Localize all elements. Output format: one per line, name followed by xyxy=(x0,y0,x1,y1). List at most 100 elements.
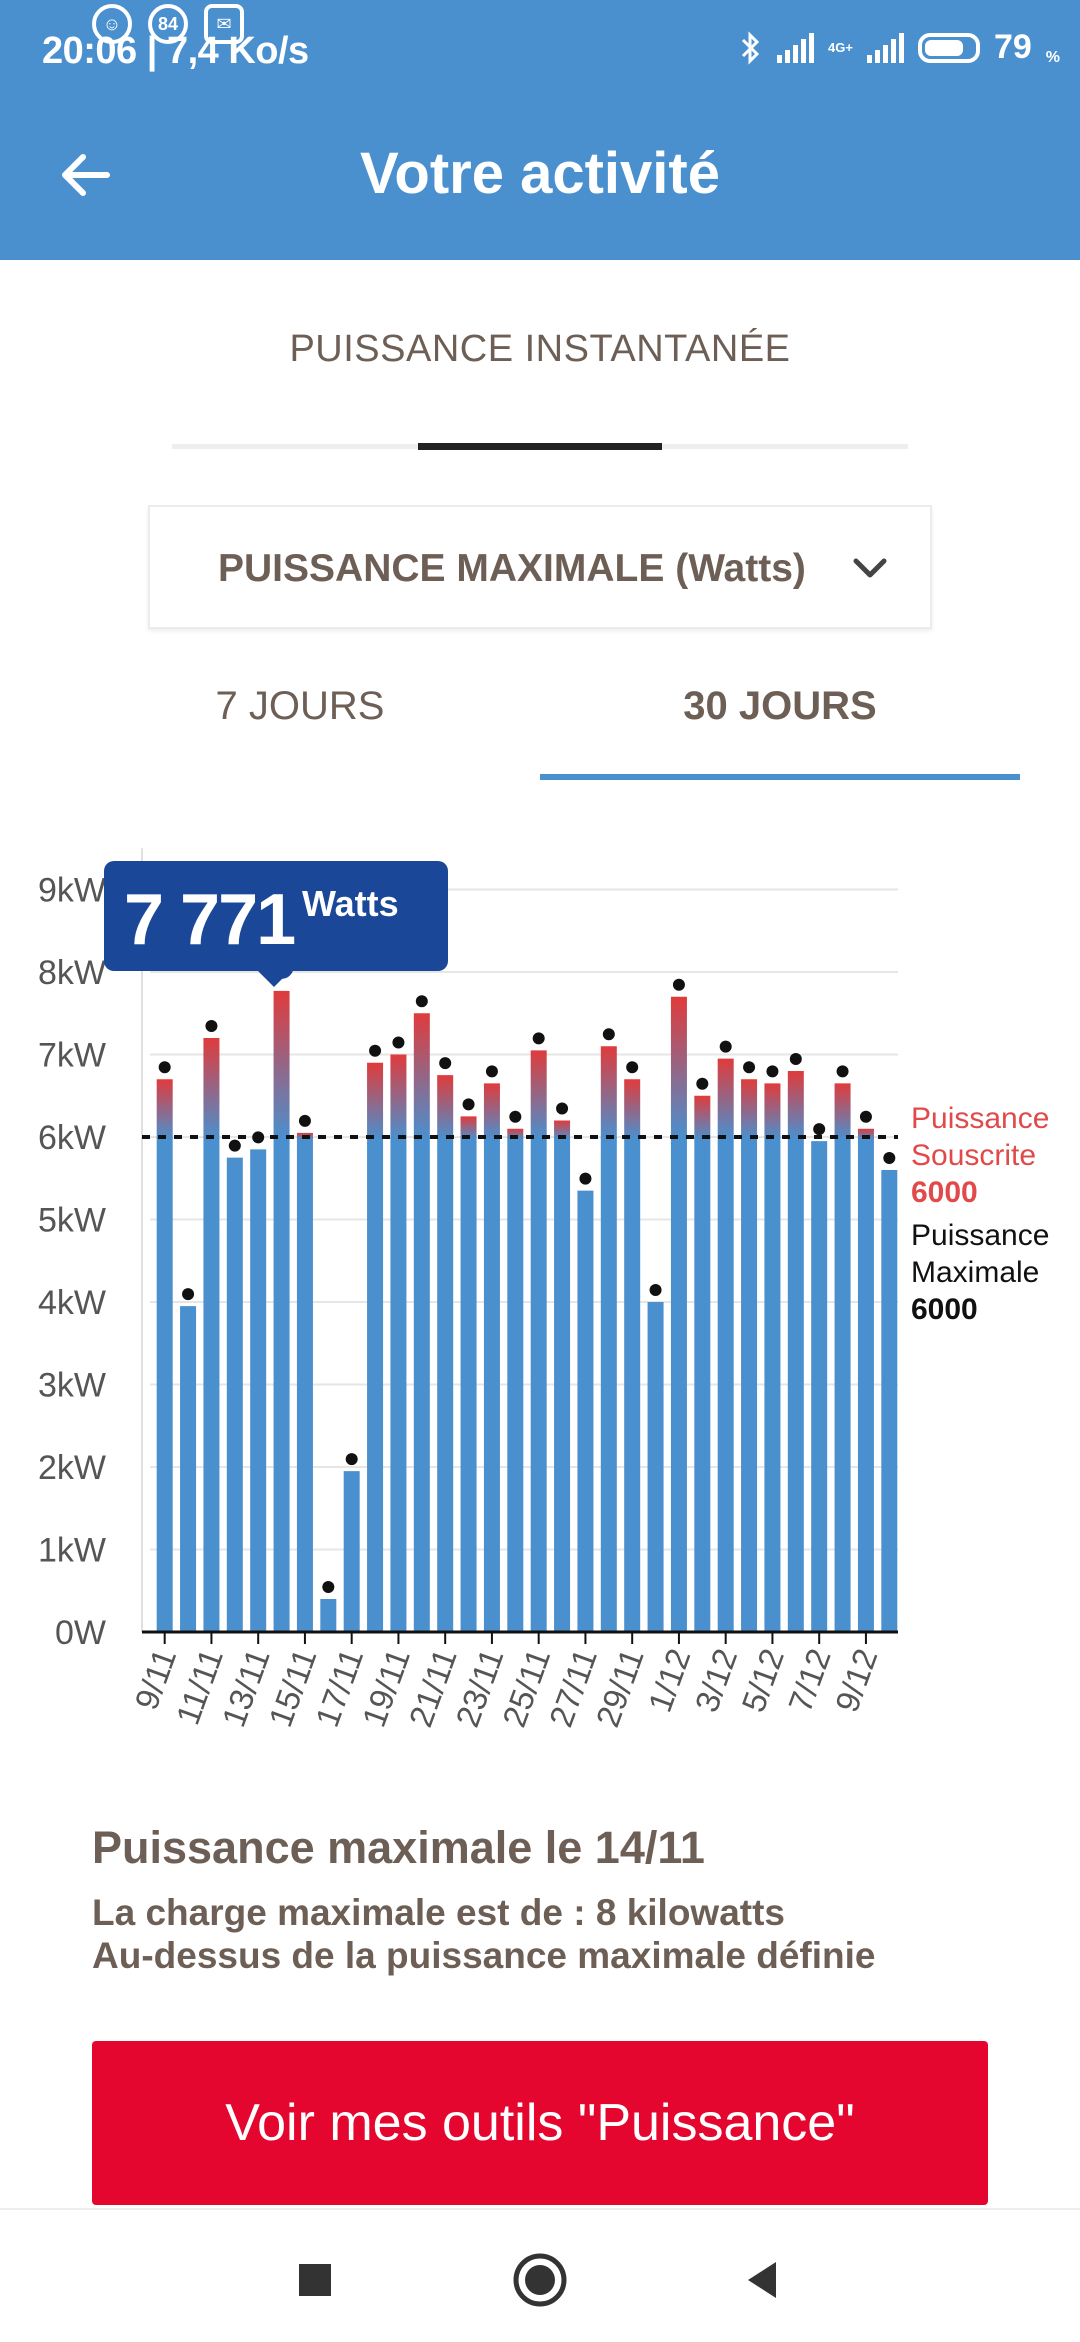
y-tick-label: 1kW xyxy=(38,1532,106,1570)
legend-subscribed-label-1: Puissance xyxy=(911,1102,1050,1135)
y-tick-label: 5kW xyxy=(38,1202,106,1240)
triangle-back-icon[interactable] xyxy=(732,2250,792,2310)
signal-icon-2 xyxy=(866,32,904,63)
bar-over-threshold xyxy=(273,990,290,1139)
bar xyxy=(460,1137,477,1632)
data-point xyxy=(345,1453,358,1466)
bar-over-threshold xyxy=(717,1058,734,1139)
status-time: 20:06 xyxy=(42,30,137,72)
status-time-speed: 20:06 | 7,4 Ko/s xyxy=(42,30,309,72)
bar xyxy=(156,1137,173,1632)
bar xyxy=(741,1137,758,1632)
notification-icons: ☺ 84 ✉ xyxy=(92,4,244,44)
bar-over-threshold xyxy=(413,1013,430,1139)
notification-badge: 84 xyxy=(148,4,188,44)
data-point xyxy=(205,1020,218,1032)
bar xyxy=(180,1306,197,1632)
data-point xyxy=(766,1065,779,1078)
legend-max-label-2: Maximale xyxy=(911,1256,1040,1289)
bar-over-threshold xyxy=(483,1083,500,1139)
info-line-1: La charge maximale est de : 8 kilowatts xyxy=(92,1892,786,1933)
data-point xyxy=(813,1123,826,1136)
info-title: Puissance maximale le 14/11 xyxy=(92,1822,705,1873)
data-point xyxy=(672,978,685,991)
bar xyxy=(554,1137,571,1632)
bar-over-threshold xyxy=(834,1083,851,1139)
tab-30-jours[interactable]: 30 JOURS xyxy=(683,684,877,728)
bar xyxy=(694,1137,711,1632)
bar xyxy=(296,1137,313,1632)
notification-count: 84 xyxy=(157,13,179,34)
data-point xyxy=(579,1172,592,1185)
system-nav-bar xyxy=(0,2208,1080,2342)
bar-over-threshold xyxy=(670,996,687,1139)
value-tooltip: 7 771 Watts xyxy=(104,861,448,971)
back-arrow-icon[interactable] xyxy=(55,145,115,205)
bar xyxy=(670,1137,687,1632)
bar-over-threshold xyxy=(507,1128,524,1139)
x-tick-label: 9/12 xyxy=(828,1644,885,1717)
bar-over-threshold xyxy=(554,1120,571,1139)
bar-over-threshold xyxy=(203,1038,220,1139)
x-tick-label: 5/12 xyxy=(734,1644,791,1717)
data-point xyxy=(462,1098,475,1111)
bar-over-threshold xyxy=(624,1079,641,1139)
bar xyxy=(787,1137,804,1632)
bar xyxy=(811,1141,828,1632)
y-tick-label: 4kW xyxy=(38,1284,106,1322)
data-point xyxy=(883,1152,896,1164)
bar-over-threshold xyxy=(530,1050,547,1139)
bar xyxy=(717,1137,734,1632)
tooltip-value: 7 771 xyxy=(124,880,296,960)
bar xyxy=(250,1149,267,1632)
bar xyxy=(507,1137,524,1632)
network-type: 4G+ xyxy=(828,39,853,55)
data-point xyxy=(439,1057,452,1070)
data-point xyxy=(485,1065,498,1078)
data-point xyxy=(696,1077,709,1090)
bar-over-threshold xyxy=(600,1046,617,1139)
y-tick-label: 6kW xyxy=(38,1119,106,1157)
bar-over-threshold xyxy=(787,1071,804,1139)
data-point xyxy=(298,1114,311,1127)
bar xyxy=(483,1137,500,1632)
bar xyxy=(624,1137,641,1632)
legend-subscribed-label-2: Souscrite xyxy=(911,1139,1037,1172)
y-tick-label: 7kW xyxy=(38,1037,106,1075)
tab-7-jours[interactable]: 7 JOURS xyxy=(215,684,385,728)
tab-active-indicator xyxy=(418,443,662,450)
square-recent-icon[interactable] xyxy=(285,2250,345,2310)
bar-over-threshold xyxy=(741,1079,758,1139)
legend-max-label-1: Puissance xyxy=(911,1219,1050,1252)
bar xyxy=(857,1137,874,1632)
data-point xyxy=(182,1288,195,1301)
x-tick-label: 1/12 xyxy=(641,1644,698,1717)
circle-home-icon[interactable] xyxy=(510,2250,570,2310)
period-active-indicator xyxy=(540,774,1020,780)
bar xyxy=(413,1137,430,1632)
data-point xyxy=(789,1053,802,1065)
status-speed: 7,4 Ko/s xyxy=(166,30,309,72)
chart-legend: Puissance Souscrite 6000 Puissance Maxim… xyxy=(911,1100,1049,1328)
data-point xyxy=(228,1139,241,1152)
power-bar-chart: 0W1kW2kW3kW4kW5kW6kW7kW8kW9kW9/1111/1113… xyxy=(38,848,898,1732)
bar xyxy=(764,1137,781,1632)
bar xyxy=(834,1137,851,1632)
data-point xyxy=(415,995,428,1008)
tab-puissance-instantanee[interactable]: PUISSANCE INSTANTANÉE xyxy=(289,328,791,370)
x-tick-label: 3/12 xyxy=(688,1644,745,1717)
measure-dropdown[interactable]: PUISSANCE MAXIMALE (Watts) xyxy=(148,505,932,629)
bar xyxy=(881,1170,898,1632)
bar xyxy=(203,1137,220,1632)
data-point xyxy=(509,1110,522,1123)
bar-over-threshold xyxy=(156,1079,173,1139)
x-tick-label: 7/12 xyxy=(781,1644,838,1717)
data-point xyxy=(649,1284,662,1296)
tooltip-pointer xyxy=(256,969,292,987)
data-point xyxy=(602,1028,615,1041)
app-notification-icon: ☺ xyxy=(92,4,132,44)
data-point xyxy=(743,1061,756,1074)
status-right: 4G+ 79 % xyxy=(739,28,1060,67)
power-tools-button[interactable]: Voir mes outils "Puissance" xyxy=(92,2041,988,2205)
legend-max-value: 6000 xyxy=(911,1293,978,1326)
